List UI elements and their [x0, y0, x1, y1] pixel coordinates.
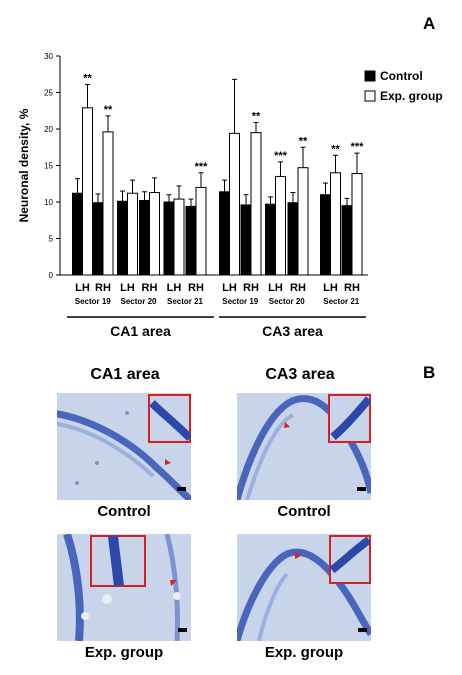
sector-label: Sector 20 [120, 297, 157, 306]
caption-ca1-control: Control [97, 503, 151, 520]
hemisphere-label: RH [243, 282, 259, 294]
bar-exp [275, 175, 286, 276]
panel-a-label: A [423, 14, 436, 33]
bar-exp [297, 167, 309, 276]
y-tick-label: 15 [44, 162, 53, 171]
bar-control [117, 200, 128, 276]
hemisphere-label: LH [268, 282, 283, 294]
hemisphere-label: LH [323, 282, 338, 294]
y-tick-label: 20 [44, 125, 53, 134]
y-tick-label: 25 [44, 89, 53, 98]
significance-marker: ** [252, 110, 261, 122]
hemisphere-label: RH [290, 282, 306, 294]
bar-chart: 0 5 10 15 20 25 30 Neuronal density, % ** LH ** RH L… [17, 52, 443, 339]
bar-exp [127, 192, 138, 276]
legend-label: Exp. group [380, 89, 443, 103]
bar-control [72, 192, 83, 276]
bar-control [92, 202, 104, 276]
micrograph-ca3-control [237, 393, 371, 500]
bar-exp [102, 131, 114, 276]
hemisphere-label: RH [344, 282, 360, 294]
bar-control [341, 205, 353, 276]
caption-ca3-exp: Exp. group [264, 644, 344, 661]
sector-label: Sector 21 [167, 297, 204, 306]
bar-exp [82, 107, 93, 276]
hemisphere-label: LH [167, 282, 182, 294]
y-axis-label: Neuronal density, % [17, 108, 31, 222]
sector-label: Sector 19 [75, 297, 112, 306]
micro-column-title-ca3: CA3 area [265, 366, 335, 383]
bar-control [287, 202, 299, 276]
bar-exp [229, 132, 240, 276]
sector-label: Sector 21 [323, 297, 360, 306]
bar-control [265, 203, 276, 276]
hemisphere-label: RH [95, 282, 111, 294]
bar-exp [195, 186, 207, 276]
bar-control [320, 194, 331, 276]
significance-marker: *** [274, 150, 288, 162]
y-tick-label: 5 [49, 235, 54, 244]
sector-label: Sector 19 [222, 297, 259, 306]
significance-marker: ** [83, 72, 92, 84]
legend-swatch [364, 90, 376, 102]
area-label: CA1 area [110, 323, 171, 339]
hemisphere-label: LH [120, 282, 135, 294]
legend-swatch [364, 70, 376, 82]
caption-ca1-exp: Exp. group [84, 644, 164, 661]
area-label: CA3 area [262, 323, 323, 339]
y-tick-label: 30 [44, 52, 53, 61]
bar-control [139, 200, 150, 276]
caption-ca3-control: Control [277, 503, 331, 520]
micrograph-ca1-exp [57, 534, 191, 641]
hemisphere-label: RH [142, 282, 158, 294]
legend-label: Control [380, 69, 423, 83]
significance-marker: *** [351, 141, 365, 153]
hemisphere-label: LH [75, 282, 90, 294]
bar-exp [173, 198, 185, 276]
bar-control [185, 205, 197, 276]
significance-marker: *** [195, 161, 209, 173]
y-tick-label: 0 [49, 271, 54, 280]
micro-column-title-ca1: CA1 area [90, 366, 160, 383]
panel-b-label: B [423, 363, 436, 382]
bar-exp [330, 172, 341, 276]
y-tick-label: 10 [44, 198, 53, 207]
sector-label: Sector 20 [269, 297, 306, 306]
significance-marker: ** [104, 104, 113, 116]
hemisphere-label: LH [222, 282, 237, 294]
significance-marker: ** [299, 135, 308, 147]
bar-control [163, 201, 175, 276]
bar-exp [250, 132, 262, 276]
bar-control [240, 204, 252, 276]
bar-control [219, 191, 230, 276]
significance-marker: ** [331, 143, 340, 155]
hemisphere-label: RH [188, 282, 204, 294]
bar-exp [149, 192, 160, 276]
bar-exp [351, 173, 363, 276]
micrograph-ca1-control [57, 393, 191, 500]
micrograph-ca3-exp [237, 534, 371, 641]
